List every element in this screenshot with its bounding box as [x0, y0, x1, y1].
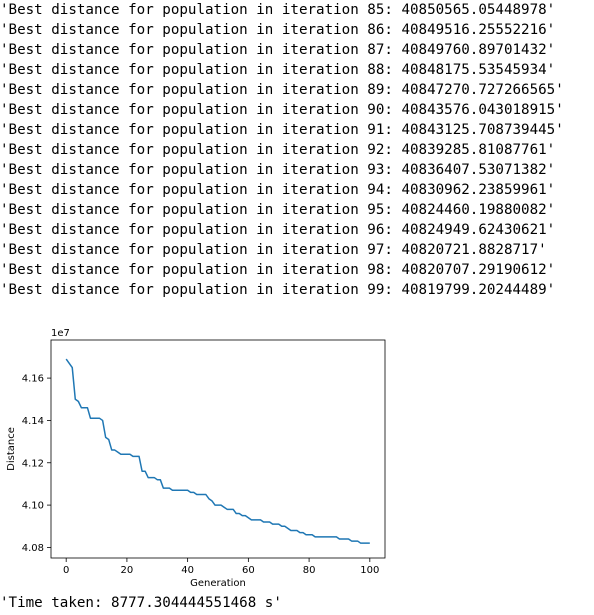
log-line: 'Best distance for population in iterati… — [0, 2, 556, 18]
log-line: 'Best distance for population in iterati… — [0, 62, 556, 78]
y-tick-label: 4.16 — [22, 374, 44, 385]
x-tick-label: 80 — [303, 565, 316, 576]
x-tick-label: 60 — [242, 565, 255, 576]
y-tick-label: 4.08 — [22, 543, 44, 554]
plot-frame — [50, 339, 386, 559]
log-line: 'Best distance for population in iterati… — [0, 282, 556, 298]
x-axis-label: Generation — [190, 578, 246, 589]
x-tick-label: 100 — [360, 565, 379, 576]
output-log: 'Best distance for population in iterati… — [0, 0, 594, 300]
time-taken-text: 'Time taken: 8777.304444551468 s' — [0, 595, 282, 611]
x-tick-label: 20 — [121, 565, 134, 576]
x-tick-label: 0 — [63, 565, 69, 576]
log-line: 'Best distance for population in iterati… — [0, 182, 556, 198]
log-line: 'Best distance for population in iterati… — [0, 42, 556, 58]
y-tick-label: 4.10 — [22, 501, 44, 512]
log-line: 'Best distance for population in iterati… — [0, 142, 556, 158]
y-axis-label: Distance — [6, 427, 17, 471]
y-offset-label: 1e7 — [51, 328, 70, 339]
series-line — [65, 358, 370, 544]
log-line: 'Best distance for population in iterati… — [0, 22, 556, 38]
log-line: 'Best distance for population in iterati… — [0, 122, 564, 138]
log-line: 'Best distance for population in iterati… — [0, 102, 564, 118]
distance-chart-svg: 0 20 40 60 80 100 4.08 4.10 4.12 4.14 4.16 1e7 Gener… — [6, 328, 386, 589]
log-line: 'Best distance for population in iterati… — [0, 202, 556, 218]
y-tick-label: 4.14 — [22, 416, 44, 427]
chart: 0 20 40 60 80 100 4.08 4.10 4.12 4.14 4.16 1e7 Gener… — [0, 322, 400, 594]
x-tick-label: 40 — [181, 565, 194, 576]
y-tick-label: 4.12 — [22, 458, 44, 469]
log-line: 'Best distance for population in iterati… — [0, 242, 547, 258]
log-line: 'Best distance for population in iterati… — [0, 222, 556, 238]
log-line: 'Best distance for population in iterati… — [0, 82, 564, 98]
log-line: 'Best distance for population in iterati… — [0, 262, 556, 278]
log-line: 'Best distance for population in iterati… — [0, 162, 556, 178]
